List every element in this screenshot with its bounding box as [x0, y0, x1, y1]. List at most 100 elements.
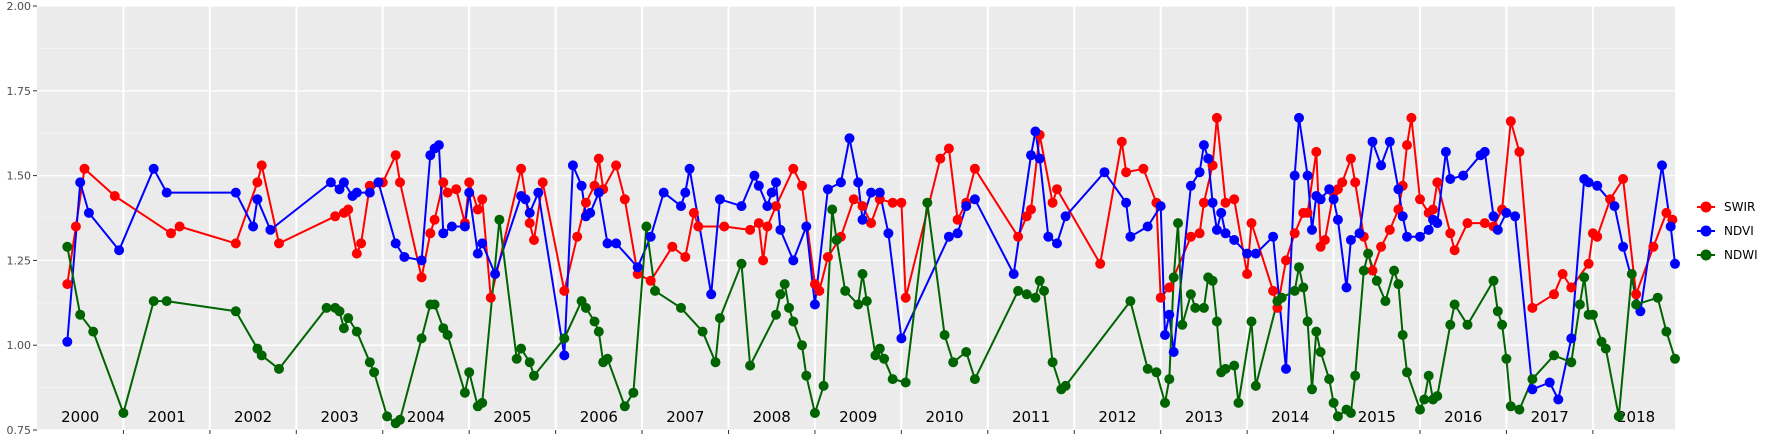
point-ndvi	[62, 336, 73, 347]
point-ndwi	[887, 374, 898, 385]
point-swir	[1302, 207, 1313, 218]
point-ndvi	[1052, 238, 1062, 249]
legend-ndvi-dot	[1700, 225, 1712, 237]
point-swir	[943, 143, 954, 154]
point-ndwi	[1211, 316, 1222, 327]
point-ndvi	[1397, 211, 1408, 222]
point-swir	[1661, 207, 1672, 218]
point-ndwi	[161, 296, 172, 307]
legend-ndwi-dot	[1700, 249, 1712, 261]
point-ndwi	[602, 353, 613, 364]
point-swir	[719, 221, 730, 232]
y-tick-label: 2.00	[7, 0, 32, 13]
point-ndvi	[1268, 231, 1279, 242]
point-ndwi	[1047, 357, 1058, 368]
point-swir	[1211, 112, 1222, 123]
point-ndvi	[1345, 235, 1356, 245]
point-swir	[1406, 112, 1417, 123]
point-swir	[1402, 140, 1412, 151]
point-ndwi	[494, 214, 505, 225]
year-label: 2011	[1012, 408, 1050, 426]
point-swir	[395, 177, 405, 188]
point-swir	[788, 163, 799, 174]
point-swir	[771, 201, 781, 212]
point-ndwi	[840, 285, 851, 296]
point-swir	[537, 177, 548, 188]
point-ndwi	[736, 258, 747, 269]
point-ndvi	[364, 187, 375, 198]
point-ndwi	[1661, 326, 1672, 337]
point-ndwi	[1626, 269, 1637, 279]
point-ndwi	[1307, 384, 1317, 395]
point-ndwi	[714, 313, 725, 324]
point-ndvi	[969, 194, 980, 205]
y-tick-label: 1.50	[7, 170, 32, 183]
point-swir	[822, 252, 833, 262]
point-swir	[1376, 241, 1387, 252]
y-tick-label: 1.75	[7, 85, 32, 98]
point-ndwi	[861, 296, 872, 307]
point-ndvi	[1289, 170, 1300, 181]
point-swir	[814, 285, 825, 296]
point-swir	[256, 160, 267, 171]
point-ndvi	[1281, 363, 1291, 374]
point-ndvi	[1670, 258, 1680, 269]
point-swir	[477, 194, 488, 205]
point-ndvi	[1402, 231, 1412, 242]
point-ndwi	[511, 353, 522, 364]
point-ndvi	[1609, 201, 1620, 212]
point-swir	[529, 235, 539, 245]
point-ndwi	[1164, 374, 1175, 385]
point-ndvi	[1034, 153, 1045, 164]
point-ndvi	[680, 187, 691, 198]
point-ndwi	[1419, 394, 1430, 405]
point-swir	[1095, 258, 1106, 269]
point-swir	[70, 221, 81, 232]
point-swir	[1527, 302, 1538, 313]
point-ndvi	[472, 248, 483, 259]
point-ndvi	[1294, 112, 1304, 123]
point-ndvi	[1315, 194, 1326, 205]
point-swir	[1367, 265, 1378, 276]
legend-item-swir: SWIR	[1697, 200, 1755, 214]
point-ndvi	[446, 221, 457, 232]
y-tick-label: 0.75	[7, 424, 32, 437]
point-ndvi	[1423, 224, 1434, 235]
point-ndwi	[559, 333, 570, 344]
point-swir	[1116, 136, 1127, 147]
point-ndvi	[464, 187, 475, 198]
point-ndvi	[490, 269, 501, 279]
year-label: 2009	[839, 408, 877, 426]
point-ndwi	[1497, 319, 1508, 330]
point-ndwi	[961, 347, 972, 357]
point-ndvi	[1207, 197, 1218, 208]
point-swir	[758, 255, 769, 266]
point-ndwi	[1393, 279, 1404, 290]
point-ndwi	[771, 309, 781, 320]
point-swir	[1345, 153, 1356, 164]
year-label: 2004	[407, 408, 445, 426]
point-ndvi	[390, 238, 401, 249]
point-ndwi	[1501, 353, 1512, 364]
y-tick-label: 1.00	[7, 339, 32, 352]
point-swir	[572, 231, 583, 242]
point-ndvi	[883, 228, 894, 239]
point-ndvi	[252, 194, 263, 205]
point-ndvi	[632, 262, 643, 273]
point-ndwi	[1397, 330, 1408, 340]
point-ndwi	[1233, 397, 1244, 408]
point-swir	[109, 191, 120, 201]
point-ndvi	[658, 187, 669, 198]
point-ndwi	[710, 357, 721, 368]
point-ndvi	[1665, 221, 1676, 232]
point-ndvi	[1328, 194, 1339, 205]
point-swir	[559, 285, 570, 296]
point-ndwi	[797, 340, 807, 351]
point-ndvi	[809, 299, 820, 310]
series-points	[62, 112, 1680, 429]
point-ndwi	[1289, 285, 1300, 296]
point-ndwi	[416, 333, 427, 344]
point-ndwi	[1462, 319, 1473, 330]
point-ndwi	[1021, 289, 1032, 300]
